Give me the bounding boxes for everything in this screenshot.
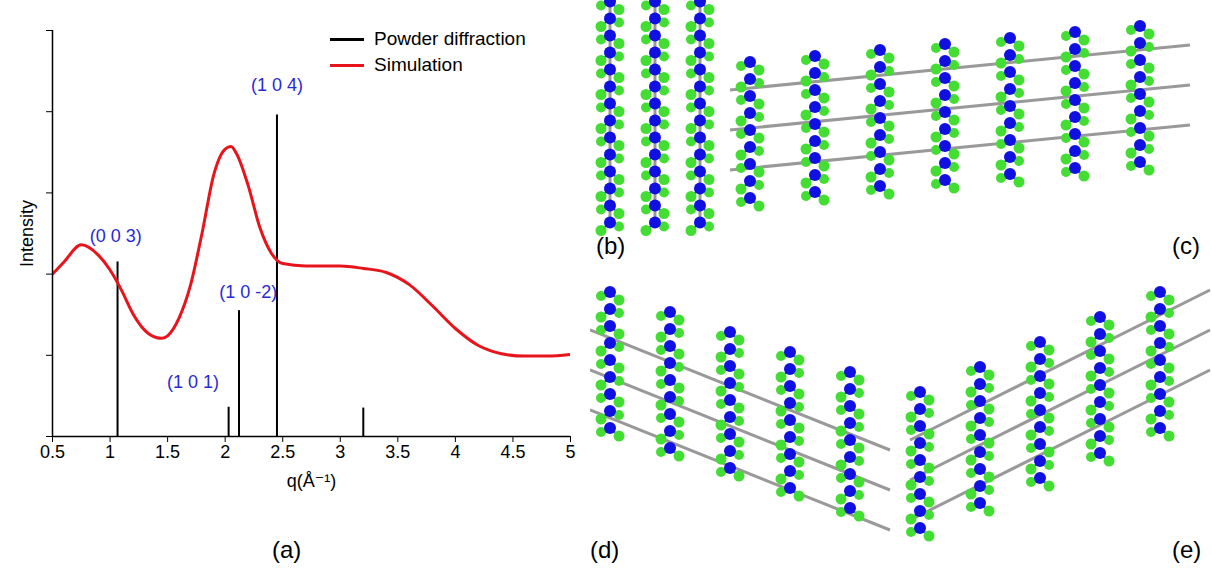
html-text:Powder diffraction: Powder diffraction <box>374 28 526 49</box>
html-text:(c): (c) <box>1172 232 1200 259</box>
svg-text:q(Å⁻¹): q(Å⁻¹) <box>287 471 337 491</box>
svg-text:3: 3 <box>335 442 345 462</box>
svg-text:1: 1 <box>105 442 115 462</box>
svg-text:4.5: 4.5 <box>500 442 525 462</box>
svg-text:3.5: 3.5 <box>385 442 410 462</box>
svg-text:2: 2 <box>220 442 230 462</box>
svg-text:5: 5 <box>565 442 575 462</box>
svg-text:(0 0 3): (0 0 3) <box>90 226 142 246</box>
svg-text:Intensity: Intensity <box>17 200 37 267</box>
html-text:(b): (b) <box>596 232 626 259</box>
html-text:Simulation: Simulation <box>374 54 463 75</box>
svg-text:4: 4 <box>450 442 460 462</box>
html-text:(d): (d) <box>590 536 620 563</box>
svg-text:(1 0 1): (1 0 1) <box>167 372 219 392</box>
svg-text:2.5: 2.5 <box>270 442 295 462</box>
svg-text:1.5: 1.5 <box>155 442 180 462</box>
svg-text:(1 0 4): (1 0 4) <box>251 75 303 95</box>
svg-text:(1 0 -2): (1 0 -2) <box>219 282 277 302</box>
html-text:(a): (a) <box>272 536 302 563</box>
svg-text:0.5: 0.5 <box>40 442 65 462</box>
html-text:(e): (e) <box>1172 536 1202 563</box>
